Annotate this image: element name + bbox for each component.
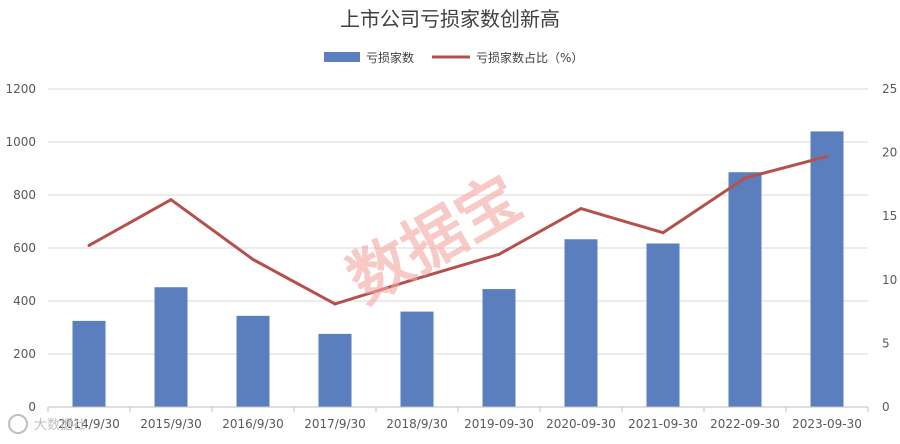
legend: 亏损家数 亏损家数占比（%） — [324, 50, 583, 65]
bar — [318, 333, 352, 407]
logo-icon — [8, 414, 28, 434]
y-left-tick-label: 200 — [13, 347, 36, 361]
line-series — [87, 154, 829, 306]
x-axis: 2014/9/30 2015/9/30 2016/9/30 2017/9/30 2018… — [47, 406, 869, 431]
legend-bar-label: 亏损家数 — [366, 50, 414, 65]
y-left-tick-label: 400 — [13, 294, 36, 308]
line-point — [497, 252, 501, 256]
x-tick-label: 2015/9/30 — [140, 417, 202, 431]
line-point — [415, 277, 419, 281]
logo-text: 大数据社 — [34, 417, 86, 433]
logo: 大数据社 — [8, 414, 86, 434]
line-point — [579, 207, 583, 211]
line-point — [87, 243, 91, 247]
y-axis-right: 0 5 10 15 20 25 — [882, 82, 897, 414]
y-right-tick-label: 15 — [882, 209, 897, 223]
x-tick-label: 2014/9/30 — [58, 417, 120, 431]
y-right-tick-label: 0 — [882, 400, 890, 414]
bar — [482, 289, 516, 407]
line-path — [88, 154, 828, 306]
x-tick-label: 2019-09-30 — [464, 417, 534, 431]
bar — [400, 311, 434, 407]
x-tick-label: 2023-09-30 — [792, 417, 862, 431]
line-point — [251, 257, 255, 261]
bar — [728, 172, 762, 407]
y-right-tick-label: 25 — [882, 82, 897, 96]
x-tick-label: 2017/9/30 — [304, 417, 366, 431]
bar — [810, 131, 844, 407]
line-point — [825, 154, 829, 158]
y-right-tick-label: 20 — [882, 146, 897, 160]
x-tick-label: 2021-09-30 — [628, 417, 698, 431]
y-right-tick-label: 10 — [882, 273, 897, 287]
y-left-tick-label: 600 — [13, 241, 36, 255]
legend-line-label: 亏损家数占比（%） — [476, 50, 583, 65]
bar — [154, 287, 188, 407]
bar-series — [72, 131, 844, 407]
y-left-tick-label: 1200 — [5, 82, 36, 96]
line-point — [169, 198, 173, 202]
chart-title: 上市公司亏损家数创新高 — [340, 7, 560, 31]
y-left-tick-label: 0 — [28, 400, 36, 414]
y-right-tick-label: 5 — [882, 336, 890, 350]
x-tick-label: 2016/9/30 — [222, 417, 284, 431]
legend-bar-swatch — [324, 52, 360, 62]
x-tick-label: 2020-09-30 — [546, 417, 616, 431]
line-point — [743, 176, 747, 180]
bar — [72, 320, 106, 407]
y-axis-left: 0 200 400 600 800 1000 1200 — [5, 82, 36, 414]
y-left-tick-label: 800 — [13, 188, 36, 202]
line-point — [333, 302, 337, 306]
bar — [646, 243, 680, 407]
y-left-tick-label: 1000 — [5, 135, 36, 149]
x-tick-label: 2022-09-30 — [710, 417, 780, 431]
bar — [564, 239, 598, 407]
x-tick-label: 2018/9/30 — [386, 417, 448, 431]
line-point — [661, 231, 665, 235]
bar — [236, 315, 270, 407]
